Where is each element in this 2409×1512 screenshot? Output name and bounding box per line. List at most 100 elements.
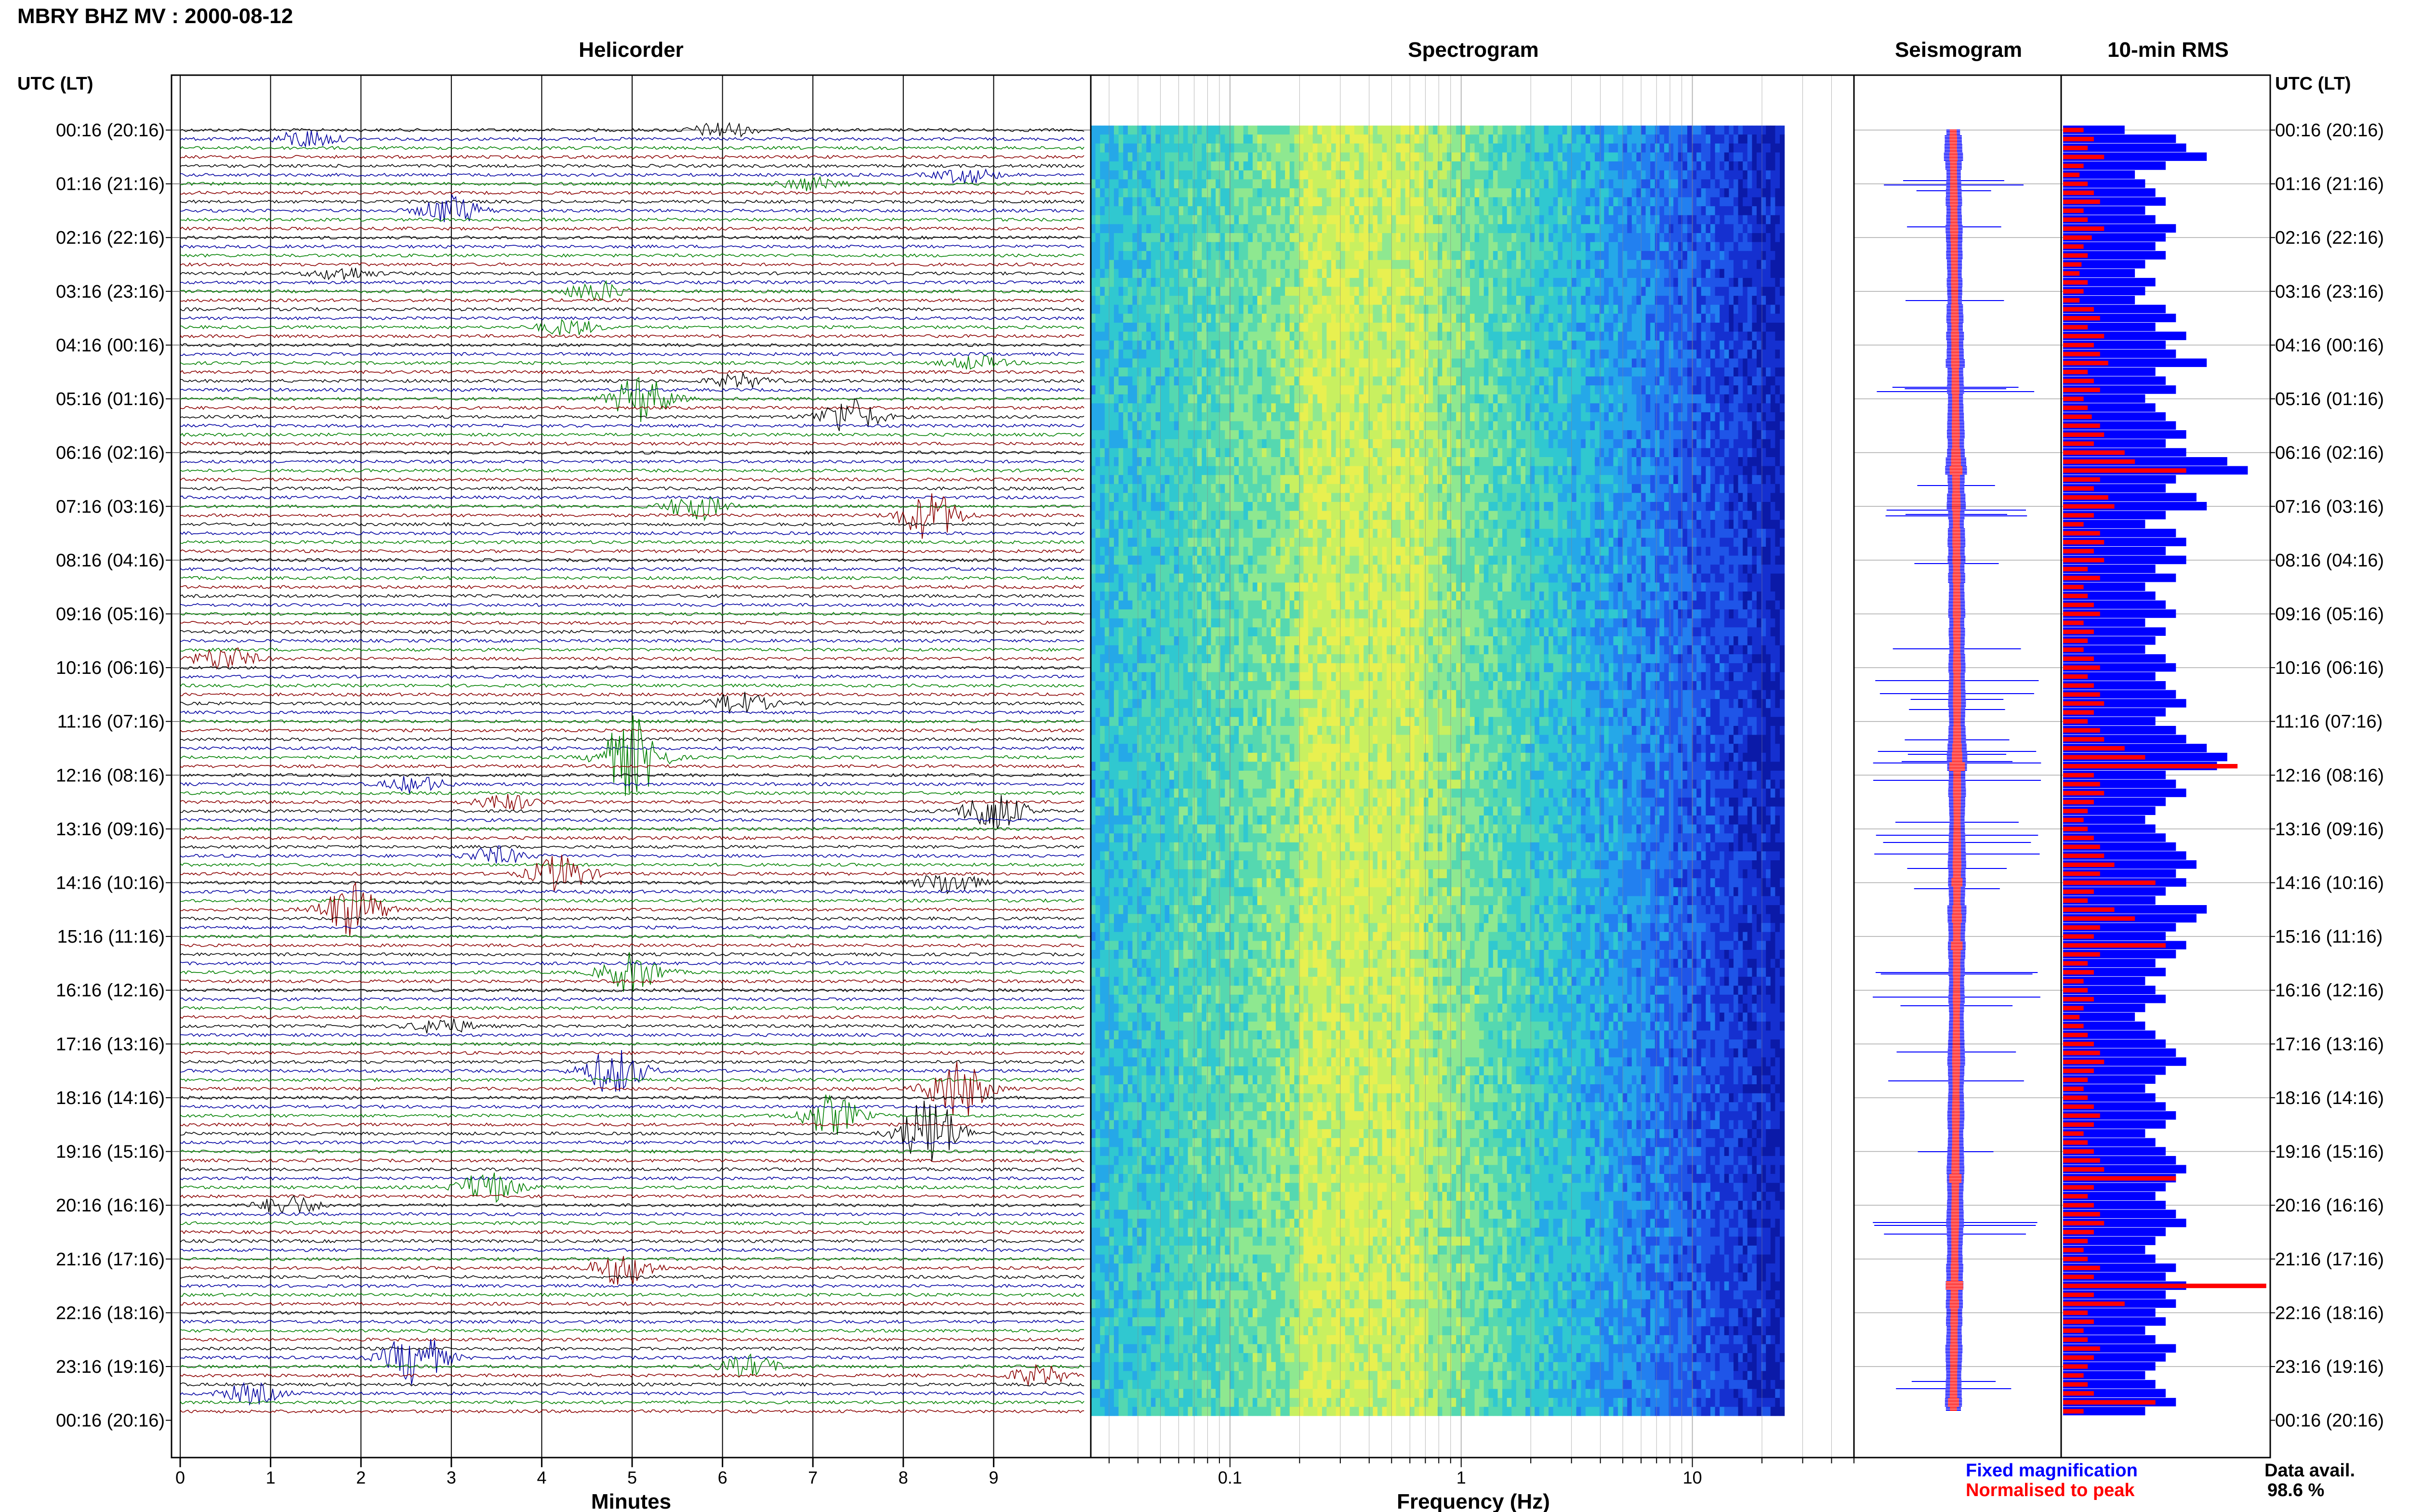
spectrogram-cell [1419, 188, 1424, 197]
spectrogram-cell [1211, 144, 1216, 153]
spectrogram-cell [1539, 161, 1544, 171]
spectrogram-cell [1544, 134, 1549, 144]
spectrogram-cell [1419, 161, 1424, 171]
spectrogram-cell [1151, 134, 1156, 144]
spectrogram-cell [1664, 134, 1669, 144]
spectrogram-cell [1590, 188, 1595, 197]
spectrogram-cell [1340, 179, 1345, 188]
spectrogram-cell [1359, 153, 1364, 162]
spectrogram-cell [1373, 144, 1377, 153]
spectrogram-row [1091, 171, 1785, 180]
spectrogram-cell [1119, 197, 1124, 207]
spectrogram-cell [1682, 134, 1687, 144]
spectrogram-cell [1169, 161, 1174, 171]
spectrogram-cell [1743, 171, 1747, 180]
spectrogram-cell [1752, 153, 1757, 162]
spectrogram-cell [1475, 197, 1480, 207]
spectrogram-cell [1202, 171, 1206, 180]
spectrogram-cell [1701, 188, 1706, 197]
spectrogram-cell [1682, 179, 1687, 188]
spectrogram-cell [1192, 144, 1197, 153]
spectrogram-cell [1257, 144, 1262, 153]
spectrogram-cell [1696, 134, 1701, 144]
spectrogram-cell [1743, 188, 1747, 197]
spectrogram-cell [1720, 126, 1724, 135]
spectrogram-cell [1155, 126, 1160, 135]
spectrogram-cell [1128, 171, 1133, 180]
spectrogram-cell [1109, 206, 1114, 215]
spectrogram-cell [1766, 144, 1771, 153]
spectrogram-cell [1239, 153, 1244, 162]
spectrogram-cell [1317, 161, 1322, 171]
spectrogram-cell [1336, 134, 1341, 144]
spectrogram-cell [1336, 153, 1341, 162]
spectrogram-cell [1373, 126, 1377, 135]
spectrogram-cell [1244, 126, 1248, 135]
spectrogram-cell [1576, 197, 1581, 207]
spectrogram-cell [1479, 134, 1484, 144]
spectrogram-cell [1128, 179, 1133, 188]
spectrogram-cell [1119, 134, 1124, 144]
spectrogram-cell [1262, 134, 1267, 144]
spectrogram-cell [1614, 171, 1618, 180]
spectrogram-cell [1091, 134, 1096, 144]
spectrogram-cell [1521, 171, 1526, 180]
helicorder-tick-label: 2 [356, 1468, 366, 1487]
spectrogram-cell [1308, 153, 1313, 162]
spectrogram-cell [1142, 144, 1147, 153]
spectrogram-cell [1350, 134, 1354, 144]
spectrogram-cell [1165, 144, 1170, 153]
spectrogram-cell [1479, 197, 1484, 207]
spectrogram-cell [1655, 161, 1660, 171]
spectrogram-cell [1165, 153, 1170, 162]
spectrogram-cell [1429, 161, 1433, 171]
spectrogram-cell [1317, 206, 1322, 215]
spectrogram-cell [1747, 179, 1752, 188]
spectrogram-cell [1442, 197, 1447, 207]
spectrogram-cell [1470, 179, 1475, 188]
spectrogram-cell [1262, 179, 1267, 188]
spectrogram-cell [1646, 144, 1651, 153]
spectrogram-cell [1646, 188, 1651, 197]
spectrogram-cell [1253, 161, 1257, 171]
spectrogram-cell [1401, 126, 1405, 135]
spectrogram-cell [1470, 197, 1475, 207]
spectrogram-cell [1377, 179, 1382, 188]
spectrogram-cell [1706, 126, 1710, 135]
spectrogram-cell [1419, 144, 1424, 153]
spectrogram-cell [1322, 179, 1327, 188]
spectrogram-cell [1590, 179, 1595, 188]
spectrogram-cell [1475, 188, 1480, 197]
spectrogram-cell [1687, 171, 1692, 180]
spectrogram-cell [1724, 197, 1729, 207]
spectrogram-cell [1114, 206, 1119, 215]
spectrogram-cell [1539, 144, 1544, 153]
spectrogram-cell [1234, 126, 1239, 135]
spectrogram-cell [1586, 188, 1590, 197]
spectrogram-cell [1488, 188, 1493, 197]
spectrogram-cell [1724, 144, 1729, 153]
spectrogram-cell [1618, 188, 1623, 197]
spectrogram-cell [1123, 171, 1128, 180]
spectrogram-cell [1687, 161, 1692, 171]
spectrogram-cell [1511, 179, 1516, 188]
spectrogram-cell [1595, 161, 1600, 171]
spectrogram-cell [1738, 179, 1743, 188]
spectrogram-cell [1271, 153, 1276, 162]
spectrogram-cell [1715, 134, 1720, 144]
spectrogram-cell [1706, 161, 1710, 171]
spectrogram-cell [1488, 171, 1493, 180]
spectrogram-cell [1317, 144, 1322, 153]
spectrogram-cell [1479, 188, 1484, 197]
spectrogram-cell [1373, 188, 1377, 197]
spectrogram-cell [1498, 126, 1503, 135]
spectrogram-cell [1641, 179, 1646, 188]
spectrogram-cell [1244, 197, 1248, 207]
spectrogram-cell [1151, 126, 1156, 135]
spectrogram-cell [1354, 153, 1359, 162]
spectrogram-cell [1391, 153, 1396, 162]
spectrogram-cell [1429, 134, 1433, 144]
spectrogram-cell [1590, 134, 1595, 144]
spectrogram-cell [1488, 126, 1493, 135]
spectrogram-cell [1244, 179, 1248, 188]
